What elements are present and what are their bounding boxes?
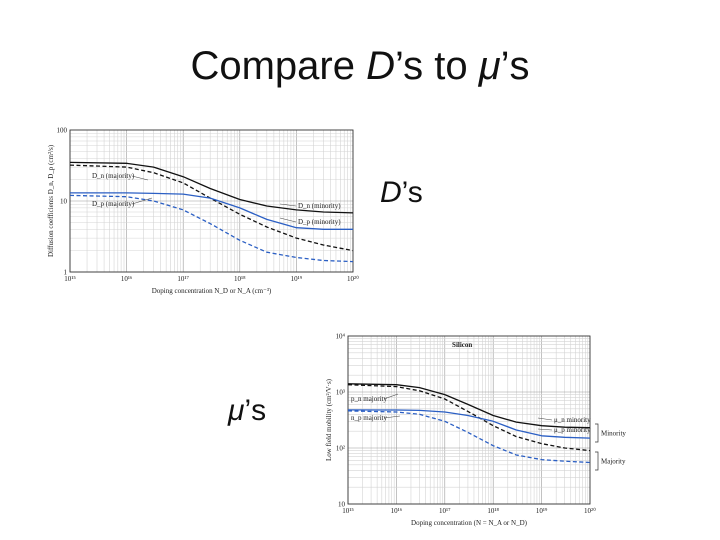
annotation-leader [383, 393, 399, 400]
series-line [70, 192, 353, 230]
plot-frame [347, 335, 591, 505]
x-tick-label: 10¹⁵ [64, 275, 76, 283]
y-tick-label: 10⁴ [336, 333, 346, 341]
bracket [595, 451, 599, 471]
series-line [347, 383, 591, 429]
y-tick-label: 100 [57, 127, 68, 135]
title-d-symbol: D [366, 44, 395, 88]
annotation-leader [537, 417, 553, 421]
label-mu-suffix: ’s [244, 394, 267, 427]
x-tick-label: 10¹⁹ [291, 275, 303, 283]
label-mu-symbol: μ [228, 394, 245, 427]
x-axis-label: Doping concentration (N = N_A or N_D) [411, 519, 528, 527]
annotation-label: D_n (minority) [298, 202, 341, 210]
x-axis-label: Doping concentration N_D or N_A (cm⁻³) [152, 287, 272, 295]
y-tick-label: 10³ [336, 389, 345, 397]
series-line [347, 410, 591, 464]
annotation-label: D_p (majority) [92, 200, 135, 208]
bracket-label: Majority [601, 458, 626, 466]
label-mobility: μ’s [228, 394, 266, 428]
y-tick-label: 10² [336, 445, 345, 453]
bracket-label: Minority [601, 430, 626, 438]
diffusion-chart: 10¹⁵ 10¹⁶ 10¹⁷ 10¹⁸ 10¹⁹ 10²⁰ 1 10 100 Doping con… [47, 127, 359, 296]
y-axis-label: Diffusion coefficients D_n, D_p (cm²/s) [47, 144, 55, 257]
x-tick-label: 10¹⁹ [536, 507, 548, 515]
annotation-leader [131, 197, 153, 205]
series-line [347, 409, 591, 439]
annotation-label: μ_p minority [554, 426, 591, 434]
label-diffusion: D’s [380, 176, 423, 210]
x-tick-label: 10¹⁵ [342, 507, 354, 515]
y-axis-label: Low field mobility (cm²/V·s) [325, 378, 333, 461]
label-d-suffix: ’s [401, 176, 423, 209]
title-suffix: ’s [500, 44, 530, 88]
annotation-label: D_p (minority) [298, 218, 341, 226]
y-tick-label: 10 [60, 198, 68, 206]
annotation-leader [131, 175, 149, 181]
series-line [69, 161, 354, 214]
chart-title: Silicon [452, 341, 472, 349]
x-tick-label: 10²⁰ [584, 507, 596, 515]
annotation-label: n_p majority [351, 414, 387, 422]
annotation-leader [279, 217, 297, 223]
slide-title: Compare D’s to μ’s [0, 44, 720, 89]
title-mu-symbol: μ [478, 44, 501, 88]
mobility-chart: 10¹⁵ 10¹⁶ 10¹⁷ 10¹⁸ 10¹⁹ 10²⁰ 10 10² 10³ 10⁴ Dopin… [325, 333, 626, 528]
x-tick-label: 10¹⁷ [177, 275, 189, 283]
x-tick-label: 10¹⁷ [439, 507, 451, 515]
annotation-leader [383, 415, 401, 419]
label-d-symbol: D [380, 176, 402, 209]
y-tick-label: 1 [64, 269, 68, 277]
bracket [595, 423, 599, 443]
x-tick-label: 10¹⁸ [234, 275, 246, 283]
annotation-label: p_n majority [351, 395, 387, 403]
x-tick-label: 10¹⁶ [391, 507, 403, 515]
annotation-leader [279, 203, 297, 207]
annotation-label: D_n (majority) [92, 172, 135, 180]
series-line [69, 164, 354, 252]
title-mid: ’s to [394, 44, 479, 88]
x-tick-label: 10²⁰ [347, 275, 359, 283]
y-tick-label: 10 [338, 501, 346, 509]
title-prefix: Compare [190, 44, 367, 88]
x-tick-label: 10¹⁶ [121, 275, 133, 283]
plot-frame [69, 129, 354, 273]
annotation-label: μ_n minority [554, 416, 591, 424]
x-tick-label: 10¹⁸ [487, 507, 499, 515]
annotation-leader [537, 428, 553, 431]
